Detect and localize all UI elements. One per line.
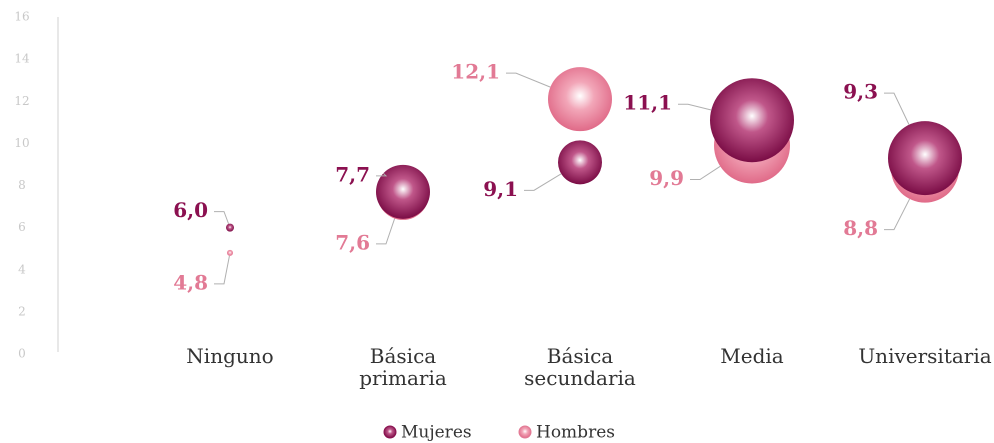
- x-tick-label: Media: [720, 344, 784, 368]
- x-tick-label: Básica secundaria: [524, 344, 636, 390]
- y-tick-label: 6: [18, 220, 26, 234]
- data-label: 12,1: [451, 60, 500, 84]
- y-tick-label: 12: [14, 94, 29, 108]
- leader-line: [376, 218, 396, 245]
- leader-line: [214, 211, 230, 225]
- leader-line: [376, 172, 388, 177]
- bubble: [710, 78, 794, 163]
- x-tick-label: Universitaria: [858, 344, 991, 368]
- y-tick-label: 8: [18, 178, 26, 192]
- y-tick-label: 16: [14, 10, 29, 24]
- data-label: 9,3: [843, 80, 878, 104]
- data-label: 4,8: [173, 270, 208, 294]
- data-label: 6,0: [173, 198, 208, 222]
- y-tick-label: 0: [18, 347, 26, 361]
- bubble: [548, 67, 612, 132]
- legend-label: Hombres: [536, 423, 615, 443]
- y-tick-label: 14: [14, 52, 30, 66]
- data-label: 9,9: [649, 166, 684, 190]
- bubble: [376, 164, 430, 219]
- bubble: [227, 249, 233, 256]
- legend-marker: [518, 425, 532, 439]
- leader-line: [884, 198, 911, 231]
- y-tick-label: 10: [14, 136, 29, 150]
- bubble: [888, 121, 962, 196]
- data-label: 9,1: [483, 177, 518, 201]
- legend-label: Mujeres: [401, 423, 472, 443]
- bubble: [226, 223, 234, 232]
- y-tick-label: 2: [18, 304, 26, 318]
- x-tick-label: Básica primaria: [359, 344, 447, 390]
- leader-line: [884, 92, 910, 125]
- leader-line: [214, 255, 230, 285]
- leader-line: [690, 165, 721, 180]
- leader-line: [678, 103, 712, 111]
- legend-marker: [383, 425, 397, 439]
- data-label: 8,8: [843, 216, 878, 240]
- leader-line: [506, 72, 551, 88]
- y-tick-label: 4: [18, 262, 26, 276]
- leader-line: [524, 173, 562, 191]
- data-label: 11,1: [623, 91, 672, 115]
- data-label: 7,6: [335, 230, 370, 254]
- bubble: [558, 140, 602, 185]
- data-label: 7,7: [335, 162, 370, 186]
- x-tick-label: Ninguno: [186, 344, 273, 368]
